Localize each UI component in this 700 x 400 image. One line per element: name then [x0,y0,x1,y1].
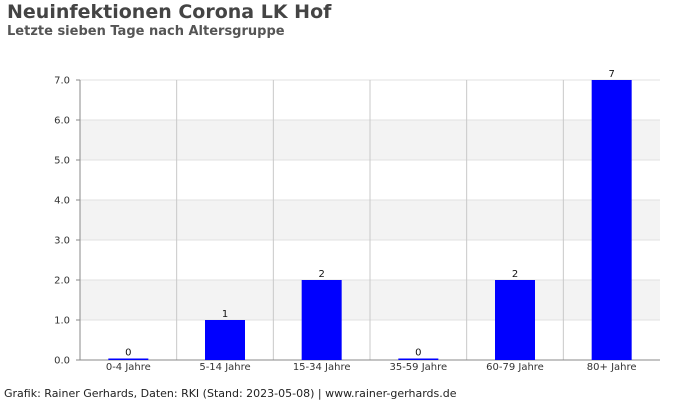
footer-credit: Grafik: Rainer Gerhards, Daten: RKI (Sta… [4,387,457,400]
y-tick-label: 2.0 [54,276,70,287]
chart-title: Neuinfektionen Corona LK Hof [7,1,332,23]
y-tick-label: 1.0 [54,316,70,327]
y-tick-label: 6.0 [54,116,70,127]
x-tick-label: 15-34 Jahre [293,362,351,373]
x-tick-label: 80+ Jahre [587,362,637,373]
y-tick-label: 3.0 [54,236,70,247]
x-tick-label: 0-4 Jahre [106,362,151,373]
data-label: 7 [608,69,614,80]
bars [108,80,632,360]
x-tick-label: 35-59 Jahre [389,362,447,373]
data-label: 2 [318,269,324,280]
bar [591,80,632,360]
y-tick-label: 0.0 [54,356,70,367]
bar [108,358,149,360]
data-label: 1 [222,309,228,320]
chart-subtitle: Letzte sieben Tage nach Altersgruppe [7,24,285,39]
bar [301,280,342,360]
bar [205,320,245,360]
grid-lines [80,79,660,360]
axes [76,79,660,361]
data-label: 0 [415,348,421,359]
x-tick-label: 5-14 Jahre [199,362,250,373]
labels: 0.0 1.0 2.0 3.0 4.0 5.0 6.0 7.0 0 0-4 Jahre 1 5-14 … [54,69,636,373]
y-tick-label: 4.0 [54,196,70,207]
data-label: 2 [512,269,518,280]
data-label: 0 [125,348,131,359]
bar [495,280,535,360]
y-tick-label: 7.0 [54,76,70,87]
y-tick-label: 5.0 [54,156,70,167]
bar [398,358,439,360]
x-tick-label: 60-79 Jahre [486,362,544,373]
